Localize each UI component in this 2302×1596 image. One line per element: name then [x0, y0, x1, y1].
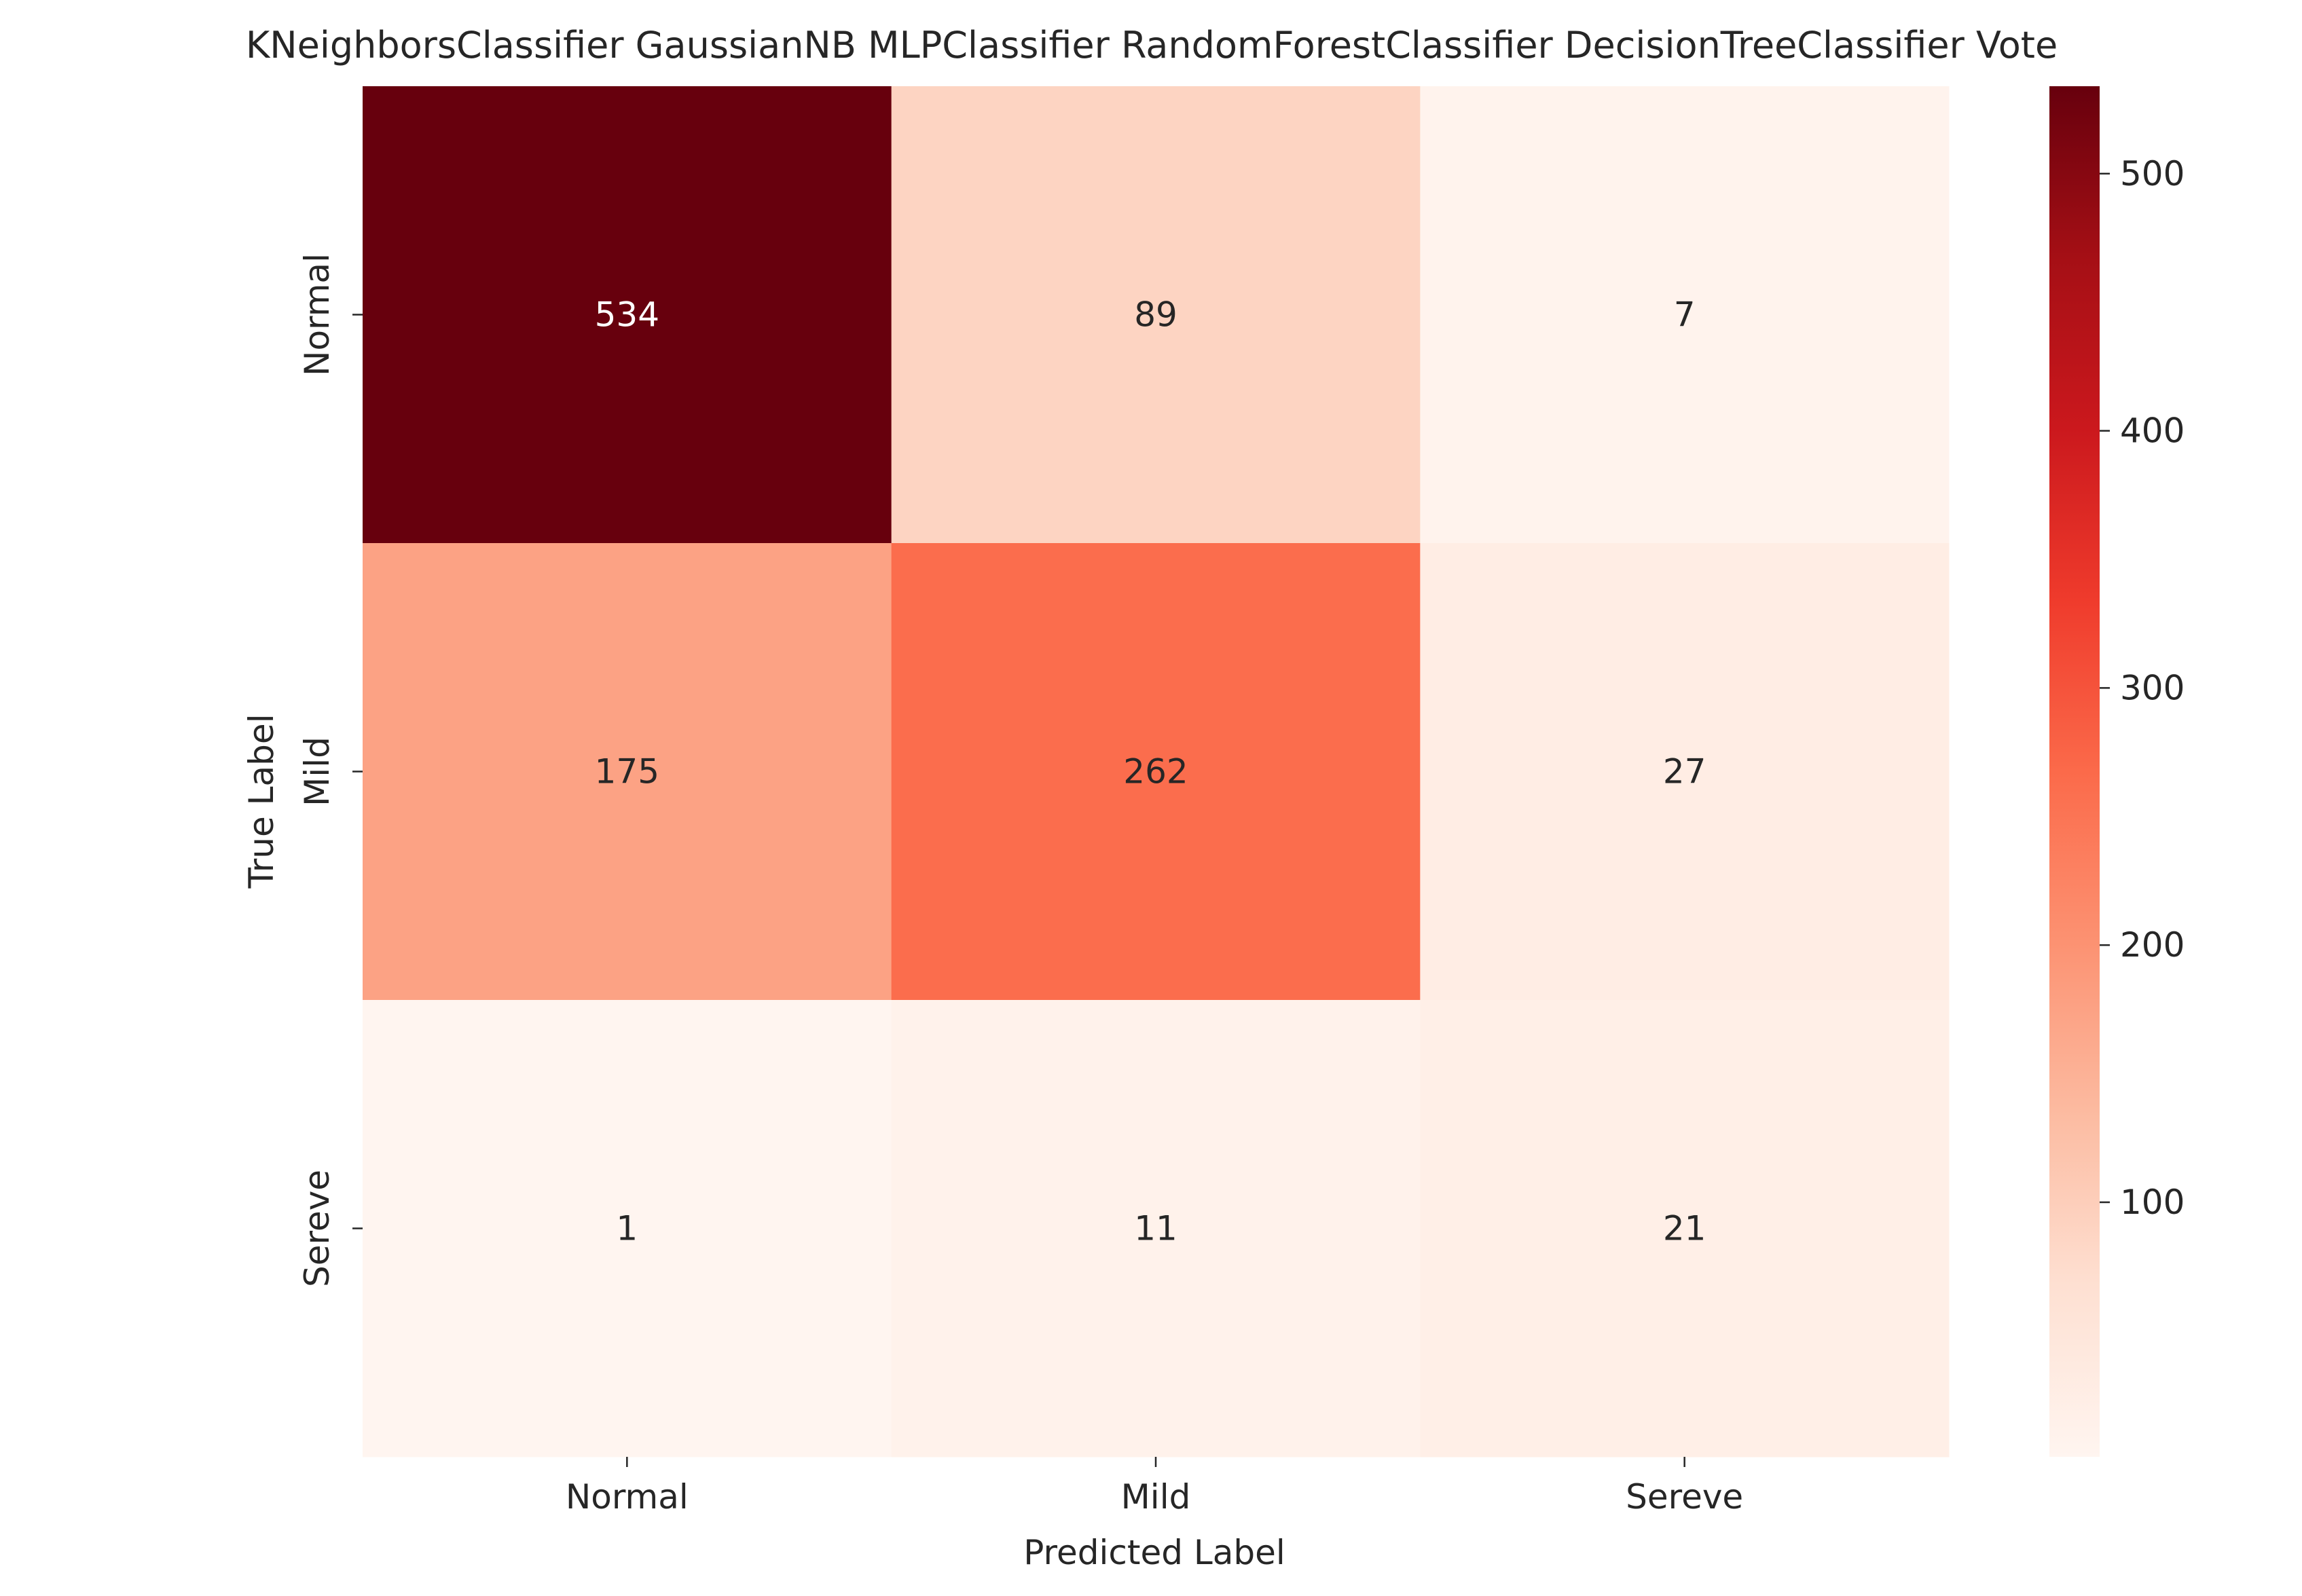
cell-value-label: 262: [1123, 752, 1188, 792]
x-tick-label: Sereve: [1626, 1477, 1743, 1517]
colorbar: [2049, 86, 2100, 1457]
colorbar-tick-label: 400: [2120, 411, 2185, 451]
colorbar-tick-label: 200: [2120, 925, 2185, 965]
heatmap-cell: [1420, 1000, 1950, 1458]
y-tick-label: Mild: [297, 737, 337, 806]
cell-value-label: 175: [595, 752, 659, 792]
cell-value-label: 1: [616, 1209, 638, 1248]
x-tick-label: Normal: [566, 1477, 689, 1517]
chart-title: KNeighborsClassifier GaussianNB MLPClass…: [246, 24, 2058, 67]
cell-value-label: 21: [1663, 1209, 1706, 1248]
y-axis-label: True Label: [242, 714, 281, 889]
y-tick-label: Sereve: [297, 1170, 337, 1287]
colorbar-tick-label: 300: [2120, 668, 2185, 707]
heatmap-cells: [363, 86, 1950, 1458]
cell-value-label: 534: [595, 295, 659, 335]
heatmap-cell: [891, 86, 1421, 544]
cell-value-label: 89: [1134, 295, 1177, 335]
x-tick-label: Mild: [1121, 1477, 1191, 1517]
heatmap-cell: [1420, 543, 1950, 1001]
colorbar-tick-label: 500: [2120, 154, 2185, 193]
heatmap-cell: [363, 543, 892, 1001]
heatmap-cell: [891, 543, 1421, 1001]
heatmap-cell: [363, 1000, 892, 1458]
x-axis-label: Predicted Label: [1023, 1533, 1285, 1572]
colorbar-tick-label: 100: [2120, 1183, 2185, 1222]
colorbar-ticks: 100 200 300 400 500: [2100, 154, 2185, 1222]
y-tick-label: Normal: [297, 253, 337, 376]
cell-value-label: 11: [1134, 1209, 1177, 1248]
cell-value-label: 7: [1674, 295, 1696, 335]
heatmap-cell: [891, 1000, 1421, 1458]
y-axis: Normal Mild Sereve: [297, 253, 363, 1287]
heatmap-cell: [363, 86, 892, 544]
x-axis: Normal Mild Sereve: [566, 1457, 1743, 1517]
cell-value-label: 27: [1663, 752, 1706, 792]
heatmap-cell: [1420, 86, 1950, 544]
